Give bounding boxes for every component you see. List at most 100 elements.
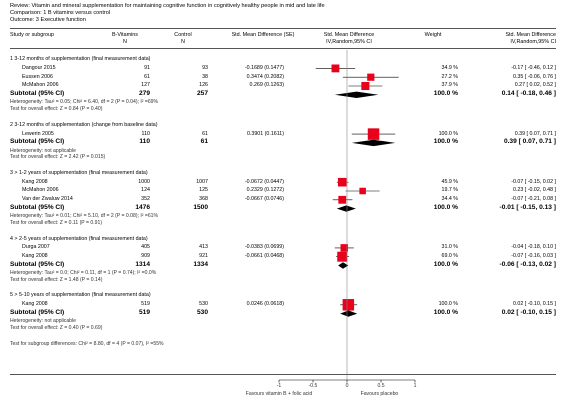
subtotal-n-ctl: 257 [196,90,208,98]
subtotal-ci: -0.06 [ -0.13, 0.02 ] [499,260,556,268]
study-ci: 0.27 [ 0.02, 0.52 ] [514,82,556,89]
study-weight-square [359,187,366,195]
study-smd-se: 0.3901 (0.1611) [246,130,284,137]
subgroup-title: 1 3-12 months of supplementation (final … [10,56,151,62]
subtotal-n-exp: 110 [139,138,150,146]
col-plot-method: IV,Random,95% CI [326,39,372,45]
subtotal-n-ctl: 61 [200,138,208,146]
study-name: Kang 2008 [22,301,48,308]
study-weight-square [338,195,347,204]
subtotal-diamond [336,205,356,212]
study-n-exp: 61 [144,73,150,80]
study-smd-se: -0.0661 (0.0468) [244,253,284,260]
bottom-rule [10,374,556,375]
study-smd-se: -0.1689 (0.1477) [244,64,284,71]
study-n-ctl: 125 [199,187,208,194]
overall-effect-note: Test for overall effect: Z = 2.42 (P = 0… [10,153,106,160]
study-weight-square [340,244,349,252]
col-result-method: IV,Random,95% CI [510,39,556,45]
subtotal-label: Subtotal (95% CI) [10,260,65,268]
study-ci: 0.35 [ -0.06, 0.76 ] [513,73,556,80]
study-n-ctl: 413 [199,244,208,251]
subtotal-n-ctl: 1500 [193,204,208,211]
study-weight-square [367,73,375,81]
subtotal-ci: -0.01 [ -0.15, 0.13 ] [499,204,556,211]
col-study: Study or subgroup [10,32,55,38]
outcome-label: Outcome: 3 Executive function [10,17,86,23]
study-n-ctl: 126 [199,82,208,89]
study-smd-se: -0.0667 (0.0746) [244,196,284,203]
subtotal-weight: 100.0 % [433,309,458,316]
overall-effect-note: Test for overall effect: Z = 0.11 (P = 0… [10,219,103,226]
study-ci: 0.39 [ 0.07, 0.71 ] [514,130,556,137]
comparison-label: Comparison: 1 B vitamins versus control [10,10,111,16]
subtotal-diamond [351,139,396,147]
subgroup-title: 2 3-12 months of supplementation (change… [10,121,158,128]
study-n-ctl: 38 [202,73,208,80]
study-name: Eussen 2006 [22,73,53,80]
col-ctl-n: N [181,39,185,45]
study-name: Dangour 2015 [22,64,56,71]
study-n-exp: 127 [141,82,150,89]
study-n-exp: 124 [141,187,150,194]
study-name: Durga 2007 [22,244,50,251]
study-n-exp: 519 [141,301,150,308]
study-weight: 100.0 % [438,130,458,137]
col-exp-name: B-Vitamins [112,32,138,38]
study-weight: 69.0 % [441,253,459,260]
study-weight: 34.4 % [441,196,459,203]
col-ctl-name: Control [174,32,192,38]
subtotal-n-ctl: 1334 [193,260,208,268]
study-n-ctl: 93 [202,64,208,71]
study-n-exp: 405 [141,244,150,251]
col-weight: Weight [424,32,442,38]
subgroup-title: 3 > 1-2 years of supplementation (final … [10,169,148,176]
study-name: Lewerin 2005 [22,130,54,137]
study-weight-square [331,64,340,73]
subtotal-n-exp: 519 [138,309,150,316]
study-weight-square [367,128,380,140]
study-weight-square [342,299,355,311]
study-weight-square [337,251,348,262]
study-name: Kang 2008 [22,253,48,260]
study-ci: 0.23 [ -0.02, 0.48 ] [513,187,556,194]
overall-effect-note: Test for overall effect: Z = 0.84 (P = 0… [10,105,103,112]
study-weight: 37.9 % [441,82,459,89]
subtotal-ci: 0.02 [ -0.10, 0.15 ] [501,309,556,316]
subtotal-n-ctl: 530 [196,309,208,316]
study-name: Van der Zwaluw 2014 [22,196,73,203]
study-ci: -0.04 [ -0.18, 0.10 ] [511,244,556,251]
subtotal-n-exp: 1314 [135,260,150,268]
study-weight: 27.2 % [441,73,459,80]
subtotal-weight: 100.0 % [433,90,458,98]
subtotal-label: Subtotal (95% CI) [10,204,65,211]
subgroup-title: 5 > 5-10 years of supplementation (final… [10,292,151,299]
subgroup-title: 4 > 2-5 years of supplementation (final … [10,235,148,242]
subtotal-n-exp: 279 [138,90,150,98]
header-rule [10,28,556,29]
study-ci: -0.17 [ -0.46, 0.12 ] [511,64,556,71]
heterogeneity-note: Heterogeneity: Tau² = 0.05; Chi² = 6.40,… [10,99,159,106]
study-name: McMahon 2006 [22,82,59,89]
heterogeneity-note: Heterogeneity: Tau² = 0.0; Chi² = 0.11, … [10,270,157,277]
study-n-exp: 110 [141,130,150,137]
x-tick-label: -1 [276,383,282,389]
study-n-exp: 909 [141,253,150,260]
study-n-exp: 1000 [138,178,150,185]
x-tick-label: -0.5 [308,383,318,389]
subtotal-weight: 100.0 % [433,204,458,211]
study-weight: 34.9 % [441,64,459,71]
subtotal-label: Subtotal (95% CI) [10,138,65,146]
x-tick-label: 0 [345,383,349,389]
study-ci: 0.02 [ -0.10, 0.15 ] [513,301,556,308]
overall-effect-note: Test for overall effect: Z = 1.48 (P = 0… [10,276,103,283]
x-tick-label: 1 [413,383,417,389]
favours-left: Favours vitamin B + folic acid [245,391,313,397]
x-tick-label: 0.5 [377,383,385,389]
study-weight: 31.0 % [441,244,459,251]
subtotal-diamond [340,310,358,317]
subtotal-weight: 100.0 % [433,260,458,268]
study-n-ctl: 1007 [196,178,208,185]
favours-right: Favours placebo [360,391,399,397]
